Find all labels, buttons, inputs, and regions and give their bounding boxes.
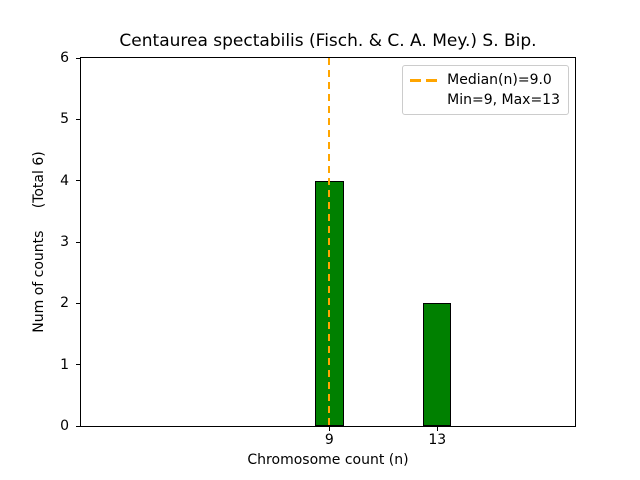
legend-entry-median: Median(n)=9.0 xyxy=(410,70,560,90)
y-tick-mark xyxy=(76,180,80,182)
legend-label-median: Median(n)=9.0 xyxy=(447,72,552,88)
chart-title: Centaurea spectabilis (Fisch. & C. A. Me… xyxy=(119,31,537,51)
y-tick-label: 1 xyxy=(60,356,69,373)
y-tick-label: 2 xyxy=(60,295,69,312)
bar-n-13 xyxy=(423,303,452,426)
y-tick-label: 0 xyxy=(60,418,69,434)
x-axis-label: Chromosome count (n) xyxy=(247,452,409,468)
x-tick-mark xyxy=(328,427,330,431)
legend-label-minmax: Min=9, Max=13 xyxy=(447,92,560,108)
y-tick-mark xyxy=(76,425,80,427)
x-tick-label: 9 xyxy=(324,432,334,448)
y-tick-label: 5 xyxy=(60,111,69,128)
y-tick-mark xyxy=(76,302,80,304)
legend: Median(n)=9.0 Min=9, Max=13 xyxy=(402,65,569,115)
dash-segment xyxy=(426,78,438,82)
y-tick-label: 6 xyxy=(60,50,69,66)
x-tick-label: 13 xyxy=(428,432,447,448)
y-tick-mark xyxy=(76,118,80,120)
legend-entry-minmax: Min=9, Max=13 xyxy=(410,90,560,110)
y-tick-label: 3 xyxy=(60,234,69,250)
y-tick-label: 4 xyxy=(60,172,69,189)
y-tick-mark xyxy=(76,364,80,366)
y-tick-mark xyxy=(76,57,80,59)
median-line xyxy=(328,58,331,426)
dashed-line-icon xyxy=(410,78,438,82)
plot-area: Median(n)=9.0 Min=9, Max=13 0 1 2 3 4 5 6 9 13 xyxy=(60,50,576,448)
dash-segment xyxy=(410,78,422,82)
y-tick-mark xyxy=(76,241,80,243)
x-tick-mark xyxy=(436,427,438,431)
